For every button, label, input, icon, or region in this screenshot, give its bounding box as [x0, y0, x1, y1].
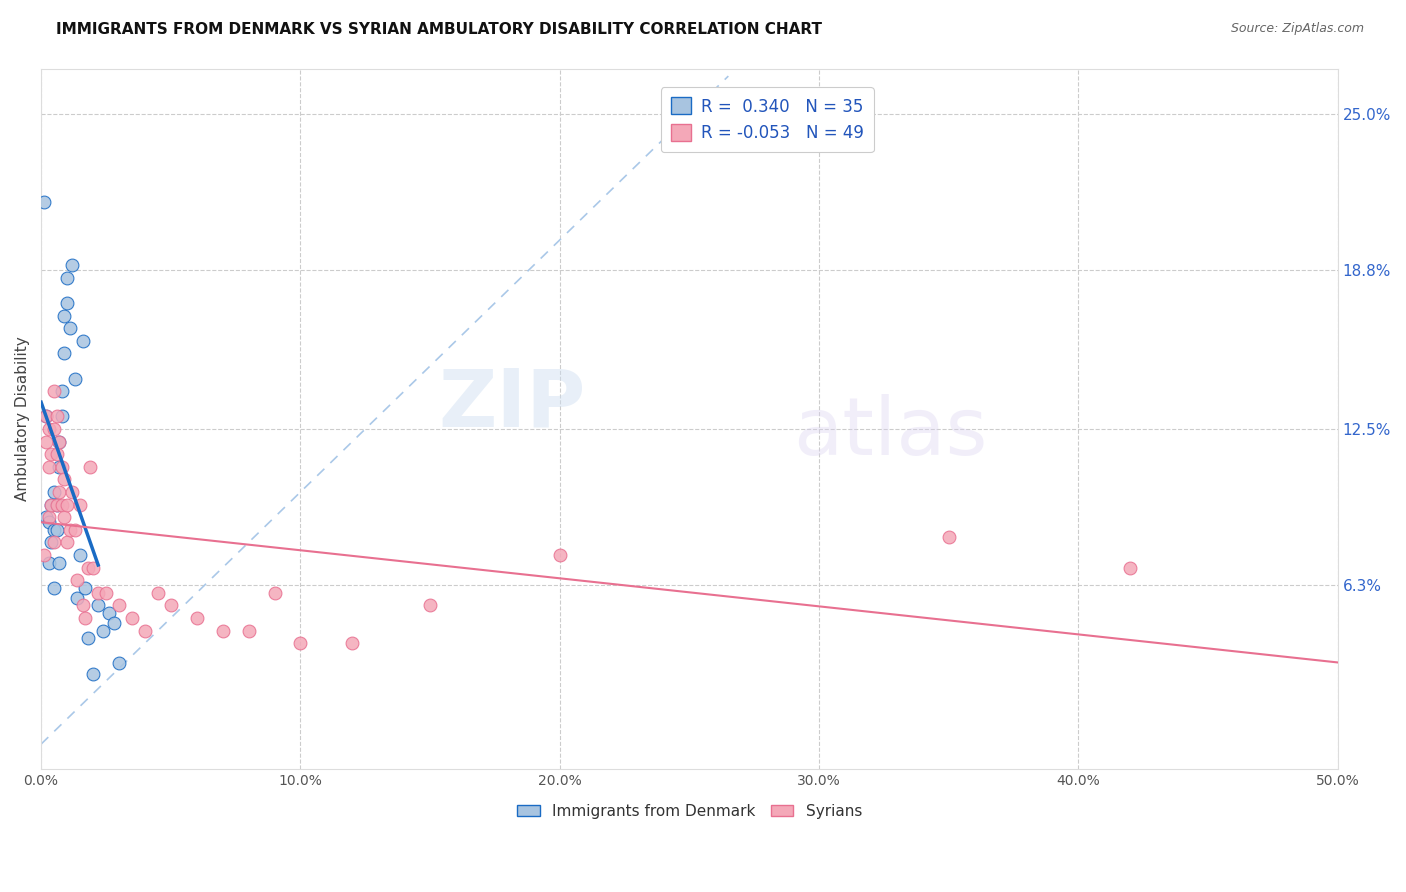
Point — [1119, 560, 1142, 574]
Point — [290, 636, 312, 650]
Point — [41, 498, 63, 512]
Point — [38, 510, 60, 524]
Point — [45, 447, 67, 461]
Point — [38, 459, 60, 474]
Point — [42, 422, 65, 436]
Point — [41, 498, 63, 512]
Point — [45, 498, 67, 512]
Point — [97, 606, 120, 620]
Point — [66, 591, 89, 605]
Point — [53, 346, 76, 360]
Point — [56, 535, 79, 549]
Point — [60, 485, 83, 500]
Point — [53, 510, 76, 524]
Point — [56, 296, 79, 310]
Point — [76, 560, 98, 574]
Point — [45, 523, 67, 537]
Point — [108, 657, 131, 671]
Point — [48, 434, 70, 449]
Y-axis label: Ambulatory Disability: Ambulatory Disability — [15, 336, 30, 501]
Point — [48, 434, 70, 449]
Point — [60, 258, 83, 272]
Point — [53, 309, 76, 323]
Point — [63, 371, 86, 385]
Point — [342, 636, 364, 650]
Point — [159, 599, 181, 613]
Point — [48, 485, 70, 500]
Point — [72, 334, 94, 348]
Point — [42, 384, 65, 399]
Point — [69, 498, 91, 512]
Point — [41, 535, 63, 549]
Point — [56, 270, 79, 285]
Point — [51, 498, 73, 512]
Point — [35, 510, 58, 524]
Point — [93, 624, 115, 638]
Point — [75, 581, 97, 595]
Point — [45, 409, 67, 424]
Point — [211, 624, 233, 638]
Point — [238, 624, 260, 638]
Point — [56, 498, 79, 512]
Point — [42, 535, 65, 549]
Point — [38, 556, 60, 570]
Point — [146, 586, 169, 600]
Point — [51, 459, 73, 474]
Text: IMMIGRANTS FROM DENMARK VS SYRIAN AMBULATORY DISABILITY CORRELATION CHART: IMMIGRANTS FROM DENMARK VS SYRIAN AMBULA… — [56, 22, 823, 37]
Legend: Immigrants from Denmark, Syrians: Immigrants from Denmark, Syrians — [510, 797, 868, 825]
Point — [35, 409, 58, 424]
Point — [66, 573, 89, 587]
Point — [69, 548, 91, 562]
Point — [419, 599, 441, 613]
Point — [75, 611, 97, 625]
Point — [48, 459, 70, 474]
Point — [51, 409, 73, 424]
Point — [87, 599, 110, 613]
Point — [72, 599, 94, 613]
Point — [51, 384, 73, 399]
Point — [103, 616, 125, 631]
Point — [108, 599, 131, 613]
Point — [82, 560, 104, 574]
Point — [94, 586, 117, 600]
Point — [45, 498, 67, 512]
Point — [38, 422, 60, 436]
Point — [35, 409, 58, 424]
Point — [82, 666, 104, 681]
Point — [186, 611, 208, 625]
Point — [63, 523, 86, 537]
Point — [59, 321, 82, 335]
Point — [38, 515, 60, 529]
Point — [41, 447, 63, 461]
Point — [32, 548, 55, 562]
Point — [134, 624, 156, 638]
Point — [87, 586, 110, 600]
Point — [263, 586, 285, 600]
Point — [48, 556, 70, 570]
Point — [59, 523, 82, 537]
Point — [42, 523, 65, 537]
Point — [35, 434, 58, 449]
Text: ZIP: ZIP — [439, 366, 586, 444]
Point — [42, 485, 65, 500]
Point — [32, 195, 55, 210]
Point — [76, 631, 98, 645]
Point — [79, 459, 101, 474]
Point — [42, 581, 65, 595]
Point — [938, 530, 960, 544]
Point — [53, 472, 76, 486]
Text: atlas: atlas — [793, 394, 987, 472]
Text: Source: ZipAtlas.com: Source: ZipAtlas.com — [1230, 22, 1364, 36]
Point — [548, 548, 571, 562]
Point — [121, 611, 143, 625]
